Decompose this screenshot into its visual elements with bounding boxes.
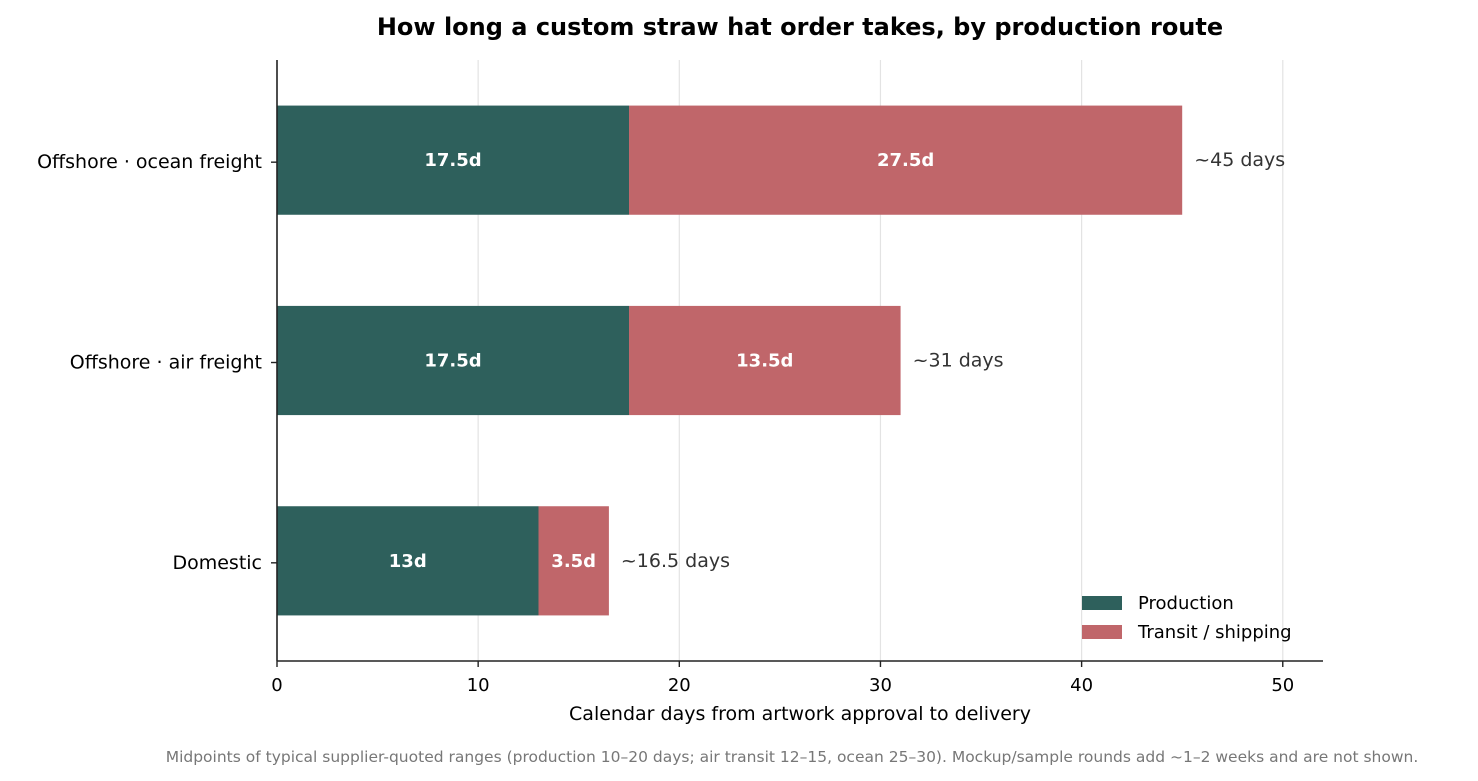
legend-label-transit: Transit / shipping (1137, 622, 1292, 643)
bar-segment-production (277, 305, 630, 416)
bar-segment-production (277, 506, 539, 616)
legend-swatch-production (1082, 596, 1122, 610)
bars: 17.5d 27.5d ~45 days 17.5d 13.5d ~31 days 13d 3… (277, 105, 1285, 616)
legend-swatch-transit (1082, 625, 1122, 639)
axes (276, 60, 1323, 662)
segment-value-label: 17.5d (424, 351, 481, 372)
category-label: Domestic (172, 552, 262, 574)
bar-segment-transit (629, 105, 1183, 215)
chart-title: How long a custom straw hat order takes,… (377, 13, 1223, 41)
legend-label-production: Production (1138, 593, 1234, 614)
bar-segment-transit (538, 506, 609, 616)
segment-value-label: 3.5d (551, 551, 596, 572)
category-label: Offshore · air freight (70, 352, 262, 374)
segment-value-label: 13.5d (736, 351, 793, 372)
x-tick-label: 50 (1271, 675, 1294, 696)
legend: Production Transit / shipping (1082, 593, 1292, 643)
bar-segment-transit (629, 305, 901, 416)
x-tick-label: 10 (467, 675, 490, 696)
x-tick-label: 30 (869, 675, 892, 696)
total-label: ~16.5 days (621, 550, 730, 572)
x-tick-label: 20 (668, 675, 691, 696)
x-tick-label: 0 (271, 675, 282, 696)
bar-segment-production (277, 105, 630, 215)
x-tick-label: 40 (1070, 675, 1093, 696)
category-labels: Offshore · ocean freight Offshore · air f… (37, 151, 277, 574)
segment-value-label: 27.5d (877, 150, 934, 171)
total-label: ~45 days (1194, 149, 1285, 171)
segment-value-label: 13d (389, 551, 427, 572)
x-axis-title: Calendar days from artwork approval to d… (569, 703, 1031, 725)
total-label: ~31 days (913, 350, 1004, 372)
category-label: Offshore · ocean freight (37, 151, 262, 173)
segment-value-label: 17.5d (424, 150, 481, 171)
footnote: Midpoints of typical supplier-quoted ran… (166, 748, 1419, 766)
x-ticks: 0 10 20 30 40 50 (271, 661, 1294, 696)
